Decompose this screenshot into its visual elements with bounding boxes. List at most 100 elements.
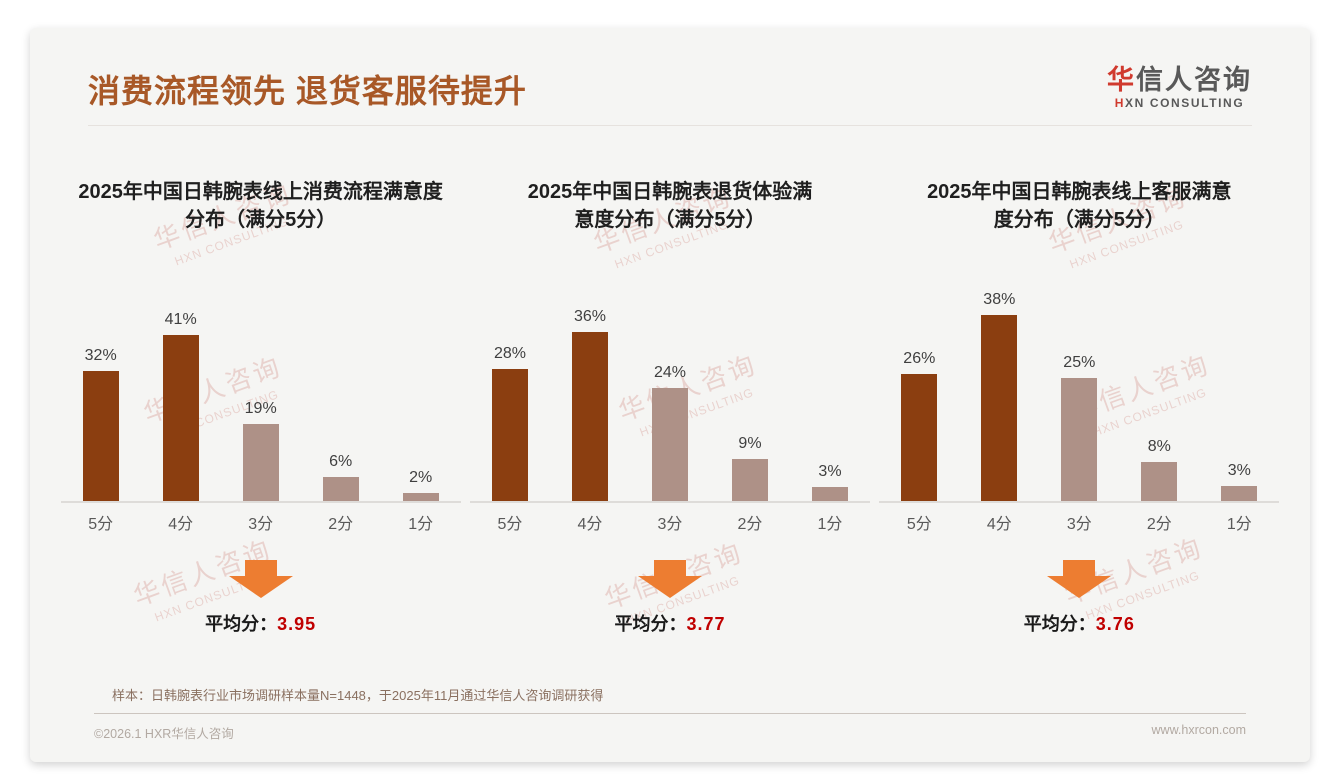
bar-value-label: 3% <box>818 463 842 480</box>
bar-value-label: 28% <box>493 345 526 362</box>
category-axis: 5分 4分 3分 2分 1分 <box>879 510 1279 534</box>
category-label: 2分 <box>737 516 763 533</box>
chart-title: 2025年中国日韩腕表线上客服满意 度分布（满分5分） <box>927 181 1232 231</box>
bar-slot: 8% <box>1119 438 1199 501</box>
bar-slot: 24% <box>630 364 710 501</box>
bar <box>82 371 119 501</box>
chart-consumption-flow: 2025年中国日韩腕表线上消费流程满意度 分布（满分5分） 32% 41% 19% 6… <box>56 156 465 636</box>
charts-row: 2025年中国日韩腕表线上消费流程满意度 分布（满分5分） 32% 41% 19% 6… <box>30 156 1310 636</box>
bar-slot: 6% <box>301 453 381 501</box>
arrow-wrap <box>1047 560 1112 598</box>
slide-footer: ©2026.1 HXR华信人咨询 www.hxrcon.com <box>94 713 1246 742</box>
bar <box>901 374 938 501</box>
bar-value-label: 26% <box>903 350 936 367</box>
bar-slot: 19% <box>221 400 301 501</box>
average-label: 平均分： <box>205 614 278 634</box>
category-label: 1分 <box>408 516 434 533</box>
category-label: 5分 <box>88 516 114 533</box>
bar-slot: 32% <box>61 347 141 501</box>
bar <box>402 493 439 501</box>
average-label: 平均分： <box>1023 614 1096 634</box>
bar <box>162 335 199 501</box>
bar <box>651 388 688 501</box>
category-label: 3分 <box>1066 516 1092 533</box>
bar-slot: 41% <box>141 311 221 501</box>
category-label: 3分 <box>657 516 683 533</box>
chart-return-experience: 2025年中国日韩腕表退货体验满 意度分布（满分5分） 28% 36% 24% 9% 3… <box>465 156 874 636</box>
down-arrow-icon <box>228 560 293 598</box>
bar-value-label: 2% <box>409 469 433 486</box>
category-label: 2分 <box>1146 516 1172 533</box>
chart-title: 2025年中国日韩腕表线上消费流程满意度 分布（满分5分） <box>78 181 443 231</box>
bar <box>242 424 279 501</box>
bar-value-label: 38% <box>983 291 1016 308</box>
category-label: 4分 <box>986 516 1012 533</box>
bar-slot: 25% <box>1039 354 1119 501</box>
website-url: www.hxrcon.com <box>1151 723 1246 737</box>
bar-value-label: 3% <box>1227 462 1251 479</box>
average-value: 3.77 <box>686 614 726 634</box>
brand-logo-en: HXN CONSULTING <box>1107 96 1252 110</box>
bar-slot: 26% <box>879 350 959 501</box>
chart-title: 2025年中国日韩腕表退货体验满 意度分布（满分5分） <box>527 181 813 231</box>
bar <box>811 487 848 501</box>
bar-slot: 9% <box>710 435 790 501</box>
average-score: 平均分：3.95 <box>205 610 316 636</box>
category-label: 3分 <box>248 516 274 533</box>
bar-plot: 28% 36% 24% 9% 3% <box>469 288 870 503</box>
brand-logo-en-accent: H <box>1114 95 1126 110</box>
average-label: 平均分： <box>614 614 687 634</box>
average-score: 平均分：3.76 <box>1024 610 1135 636</box>
category-label: 5分 <box>906 516 932 533</box>
average-score: 平均分：3.77 <box>614 610 725 636</box>
category-label: 4分 <box>168 516 194 533</box>
bar-slot: 3% <box>790 463 870 501</box>
bar <box>1061 378 1098 501</box>
bar-value-label: 36% <box>573 308 606 325</box>
category-axis: 5分 4分 3分 2分 1分 <box>470 510 870 534</box>
brand-logo-cn-text: 信人咨询 <box>1136 65 1252 95</box>
brand-logo: 华信人咨询 HXN CONSULTING <box>1107 65 1252 110</box>
category-label: 5分 <box>497 516 523 533</box>
bar-value-label: 25% <box>1063 354 1096 371</box>
bar-slot: 38% <box>959 291 1039 501</box>
category-label: 1分 <box>817 516 843 533</box>
bar-value-label: 41% <box>164 311 197 328</box>
brand-logo-en-text: XN CONSULTING <box>1125 95 1245 110</box>
bar-slot: 3% <box>1199 462 1279 501</box>
down-arrow-icon <box>637 560 702 598</box>
bar-slot: 2% <box>381 469 461 501</box>
bar <box>491 369 528 501</box>
copyright-text: ©2026.1 HXR华信人咨询 <box>94 727 234 741</box>
slide-card: 华信人咨询 HXN CONSULTING 华信人咨询 HXN CONSULTING 华信… <box>30 28 1310 762</box>
down-arrow-icon <box>1047 560 1112 598</box>
arrow-wrap <box>228 560 293 598</box>
sample-note: 样本：日韩腕表行业市场调研样本量N=1448，于2025年11月通过华信人咨询调… <box>112 688 604 703</box>
bar <box>571 332 608 501</box>
slide-header: 消费流程领先 退货客服待提升 华信人咨询 HXN CONSULTING <box>88 28 1252 126</box>
bar-value-label: 9% <box>738 435 762 452</box>
category-label: 4分 <box>577 516 603 533</box>
bar <box>981 315 1018 501</box>
average-value: 3.95 <box>277 614 317 634</box>
brand-logo-cn: 华信人咨询 <box>1107 65 1252 96</box>
bar-value-label: 8% <box>1147 438 1171 455</box>
bar-slot: 36% <box>550 308 630 501</box>
brand-logo-cn-accent: 华 <box>1107 65 1136 95</box>
chart-customer-service: 2025年中国日韩腕表线上客服满意 度分布（满分5分） 26% 38% 25% 8% 3… <box>875 156 1284 636</box>
bar <box>322 477 359 501</box>
bar-value-label: 19% <box>244 400 277 417</box>
bar-value-label: 32% <box>84 347 117 364</box>
category-axis: 5分 4分 3分 2分 1分 <box>61 510 461 534</box>
average-value: 3.76 <box>1095 614 1135 634</box>
bar <box>1221 486 1258 501</box>
page-title: 消费流程领先 退货客服待提升 <box>88 73 527 109</box>
category-label: 1分 <box>1226 516 1252 533</box>
bar-value-label: 24% <box>653 364 686 381</box>
bar-slot: 28% <box>470 345 550 501</box>
bar <box>1141 462 1178 501</box>
category-label: 2分 <box>328 516 354 533</box>
bar-plot: 32% 41% 19% 6% 2% <box>60 288 461 503</box>
bar-value-label: 6% <box>329 453 353 470</box>
